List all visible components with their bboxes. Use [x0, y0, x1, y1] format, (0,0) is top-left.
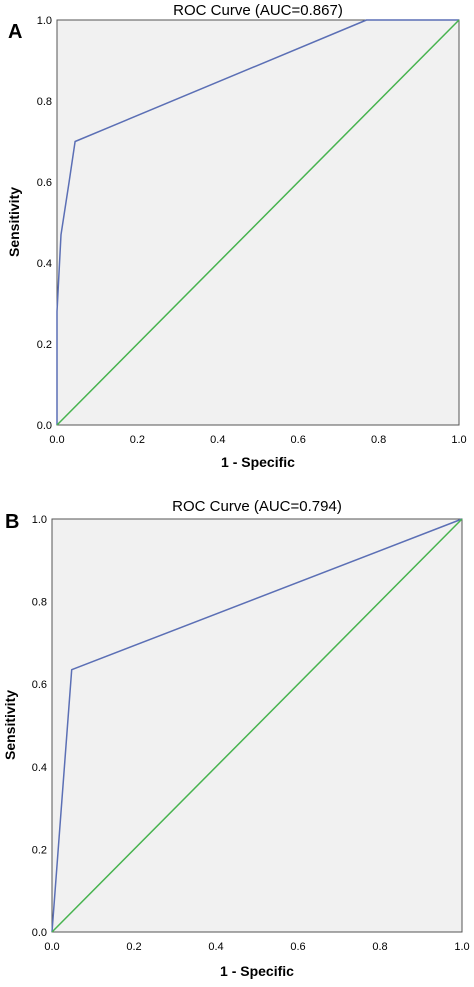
- panel-b-x-ticks: 0.0 0.2 0.4 0.6 0.8 1.0: [44, 941, 469, 953]
- panel-a-roc-curve-line: [56, 19, 459, 425]
- panel-a-y-tick-label: 0.8: [37, 96, 52, 108]
- panel-a-title: ROC Curve (AUC=0.867): [173, 2, 343, 19]
- panel-b-series-layer: [51, 518, 463, 933]
- panel-b-x-tick-label: 0.8: [372, 941, 387, 953]
- panel-b-x-tick-label: 0.6: [290, 941, 305, 953]
- panel-a-x-tick-label: 0.6: [291, 434, 306, 446]
- panel-a-y-tick-label: 0.0: [37, 420, 52, 432]
- panel-b-y-tick-label: 1.0: [32, 514, 47, 526]
- panel-b-y-tick-label: 0.4: [32, 762, 47, 774]
- panel-b-x-axis-label: 1 - Specific: [220, 963, 294, 979]
- panel-a-x-tick-label: 0.8: [371, 434, 386, 446]
- panel-b-x-tick-label: 0.0: [44, 941, 59, 953]
- panel-a-x-tick-label: 1.0: [451, 434, 466, 446]
- panel-a-y-tick-label: 0.2: [37, 339, 52, 351]
- panel-b-x-tick-label: 1.0: [454, 941, 469, 953]
- chart-panel-b: B ROC Curve (AUC=0.794) 0.0 0.2 0.4 0.6 …: [2, 498, 470, 979]
- panel-a-x-ticks: 0.0 0.2 0.4 0.6 0.8 1.0: [49, 434, 466, 446]
- panel-a-y-tick-label: 0.4: [37, 258, 52, 270]
- panel-b-y-ticks: 0.0 0.2 0.4 0.6 0.8 1.0: [32, 514, 47, 939]
- panel-a-x-axis-label: 1 - Specific: [221, 454, 295, 470]
- panel-a-x-tick-label: 0.2: [130, 434, 145, 446]
- panel-b-x-tick-label: 0.2: [126, 941, 141, 953]
- panel-a-y-ticks: 0.0 0.2 0.4 0.6 0.8 1.0: [37, 15, 52, 432]
- panel-a-y-tick-label: 0.6: [37, 177, 52, 189]
- panel-a-x-tick-label: 0.4: [210, 434, 225, 446]
- chart-panel-a: A ROC Curve (AUC=0.867) 0.0 0.2 0.4 0.6 …: [6, 2, 467, 470]
- panel-b-roc-curve-line: [51, 518, 463, 933]
- panel-a-series-layer: [56, 19, 460, 426]
- panel-b-y-tick-label: 0.0: [32, 927, 47, 939]
- panel-b-y-tick-label: 0.6: [32, 679, 47, 691]
- panel-a-reference-diagonal-line: [56, 19, 460, 426]
- panel-b-y-tick-label: 0.8: [32, 597, 47, 609]
- panel-b-y-tick-label: 0.2: [32, 844, 47, 856]
- panel-b-y-axis-label: Sensitivity: [2, 690, 18, 760]
- panel-b-x-tick-label: 0.4: [208, 941, 223, 953]
- panel-b-reference-diagonal-line: [51, 518, 463, 933]
- panel-b-letter: B: [5, 511, 19, 533]
- panel-a-letter: A: [8, 21, 22, 43]
- panel-a-x-tick-label: 0.0: [49, 434, 64, 446]
- panel-a-y-axis-label: Sensitivity: [6, 187, 22, 257]
- panel-a-y-tick-label: 1.0: [37, 15, 52, 27]
- panel-b-title: ROC Curve (AUC=0.794): [172, 498, 342, 515]
